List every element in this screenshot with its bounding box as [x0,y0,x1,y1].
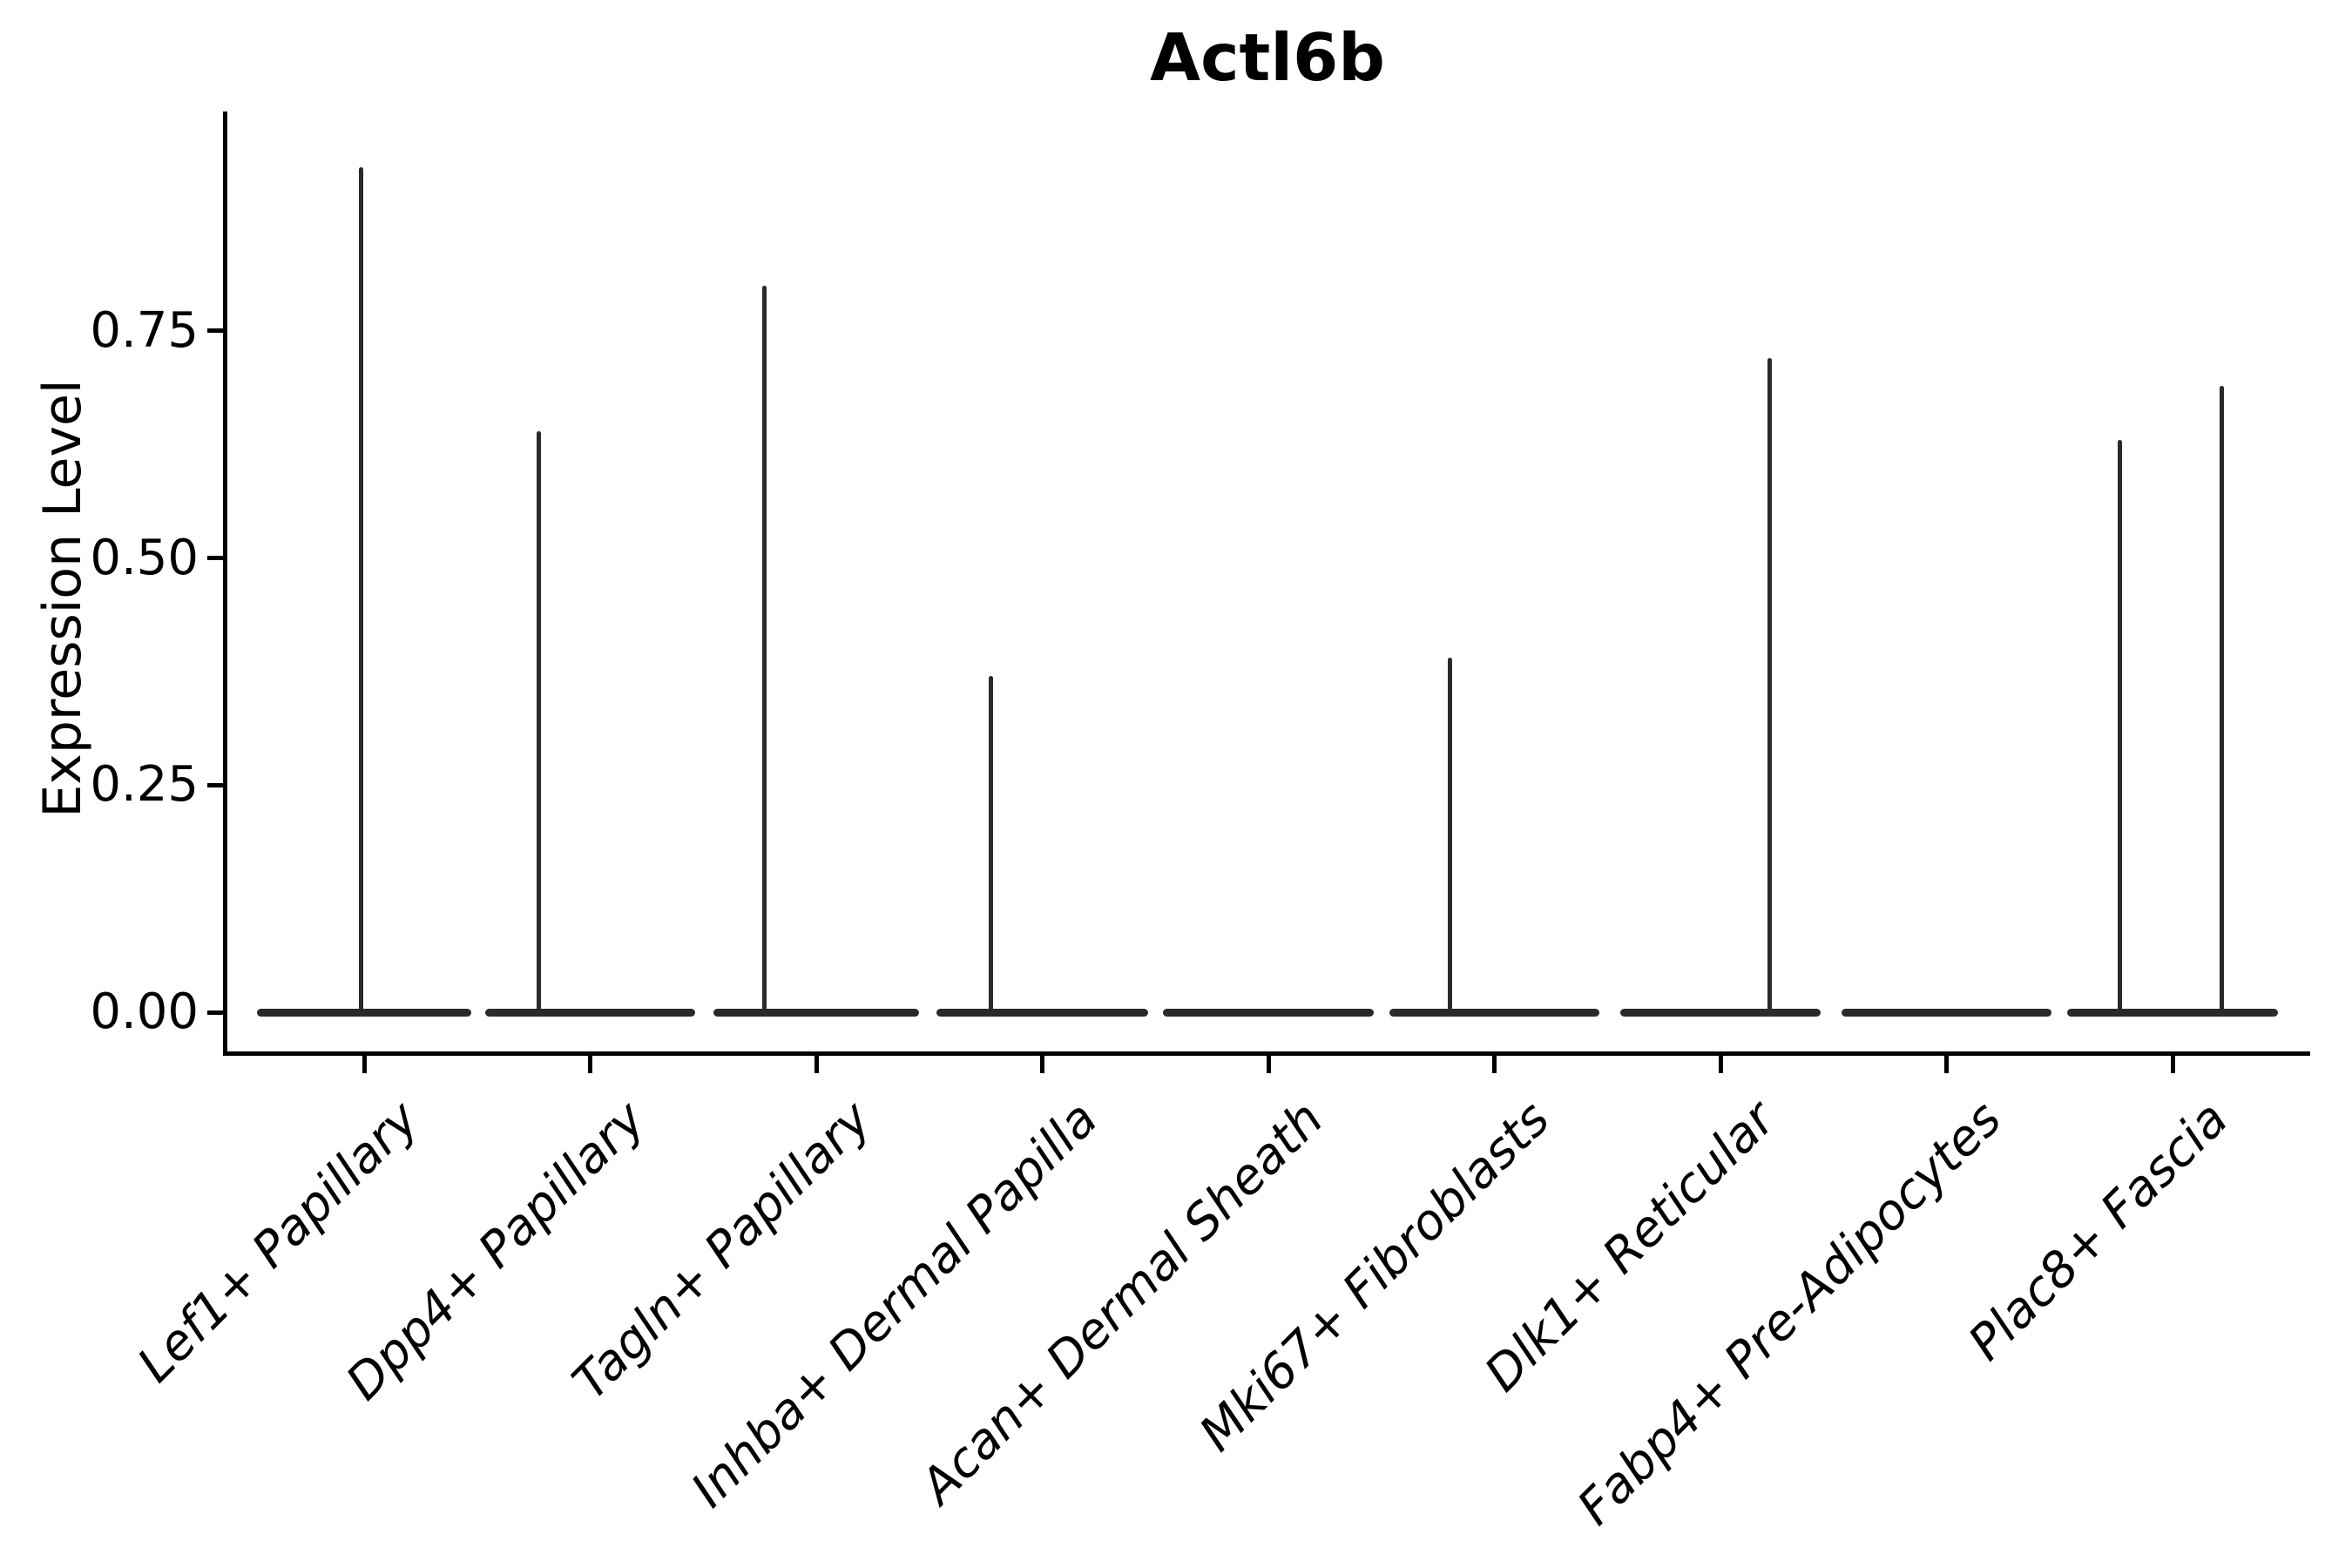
violin-body [256,1008,472,1017]
x-tick-mark [814,1056,819,1073]
x-tick-mark [1492,1056,1497,1073]
x-axis-spine [223,1051,2310,1056]
y-tick-mark [207,782,223,787]
x-tick-mark [1944,1056,1949,1073]
x-tick-mark [588,1056,592,1073]
violin-spike [536,430,541,1012]
y-tick-label: 0.50 [90,529,199,586]
violin-spike [2117,440,2122,1012]
x-tick-label: Acan+ Dermal Sheath [909,1091,1335,1515]
y-tick-mark [207,328,223,334]
x-tick-mark [1718,1056,1723,1073]
x-tick-mark [1266,1056,1271,1073]
y-tick-label: 0.75 [90,301,199,359]
violin-spike [761,285,767,1012]
violin-body [1841,1008,2052,1017]
y-tick-mark [207,1010,223,1015]
violin-spike [1447,658,1452,1012]
violin-body [1163,1008,1374,1017]
violin-body [484,1008,696,1017]
x-tick-mark [1040,1056,1044,1073]
violin-spike [2219,385,2224,1012]
violin-body [1389,1008,1600,1017]
violin-body [1619,1008,1821,1017]
y-tick-label: 0.25 [90,756,199,814]
y-tick-mark [207,556,223,561]
y-axis-spine [223,112,227,1056]
x-tick-mark [2170,1056,2175,1073]
violin-body [713,1008,920,1017]
x-tick-mark [362,1056,367,1073]
x-tick-label: Fabp4+ Pre-Adipocytes [1567,1091,2013,1537]
violin-spike [1767,358,1772,1012]
x-tick-label: Inhba+ Dermal Papilla [680,1091,1109,1519]
chart-title: Actl6b [1150,19,1385,96]
violin-spike [359,167,364,1012]
violin-spike [988,676,993,1012]
violin-body [2067,1008,2278,1017]
violin-body [936,1008,1149,1017]
y-tick-label: 0.00 [90,983,199,1040]
